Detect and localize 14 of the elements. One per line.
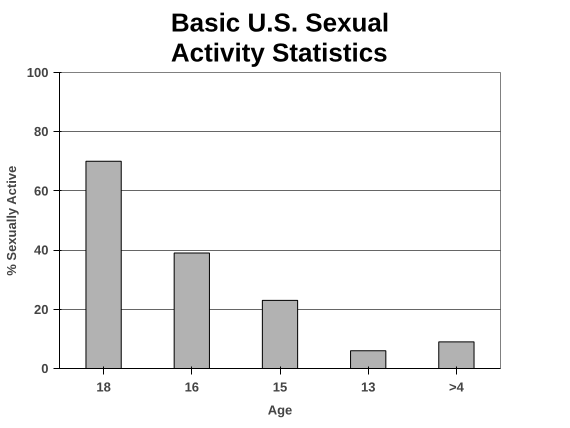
y-tick-label: 0 — [41, 361, 49, 376]
y-tick-label: 20 — [34, 302, 49, 317]
y-tick-label: 40 — [34, 242, 49, 258]
x-tick-label: 15 — [272, 380, 288, 394]
x-tick-label: >4 — [448, 380, 465, 394]
x-tick-label: 16 — [184, 380, 200, 394]
y-tick-label: 80 — [34, 124, 49, 140]
y-tick-label: 60 — [34, 183, 49, 198]
x-tick-label: 13 — [360, 380, 376, 394]
x-axis-title: Age — [268, 402, 292, 418]
chart-title: Basic U.S. Sexual Activity Statistics — [170, 8, 390, 68]
y-axis-title: % Sexually Active — [4, 166, 19, 276]
y-tick-label: 100 — [26, 65, 49, 80]
x-tick-label: 18 — [96, 380, 111, 394]
